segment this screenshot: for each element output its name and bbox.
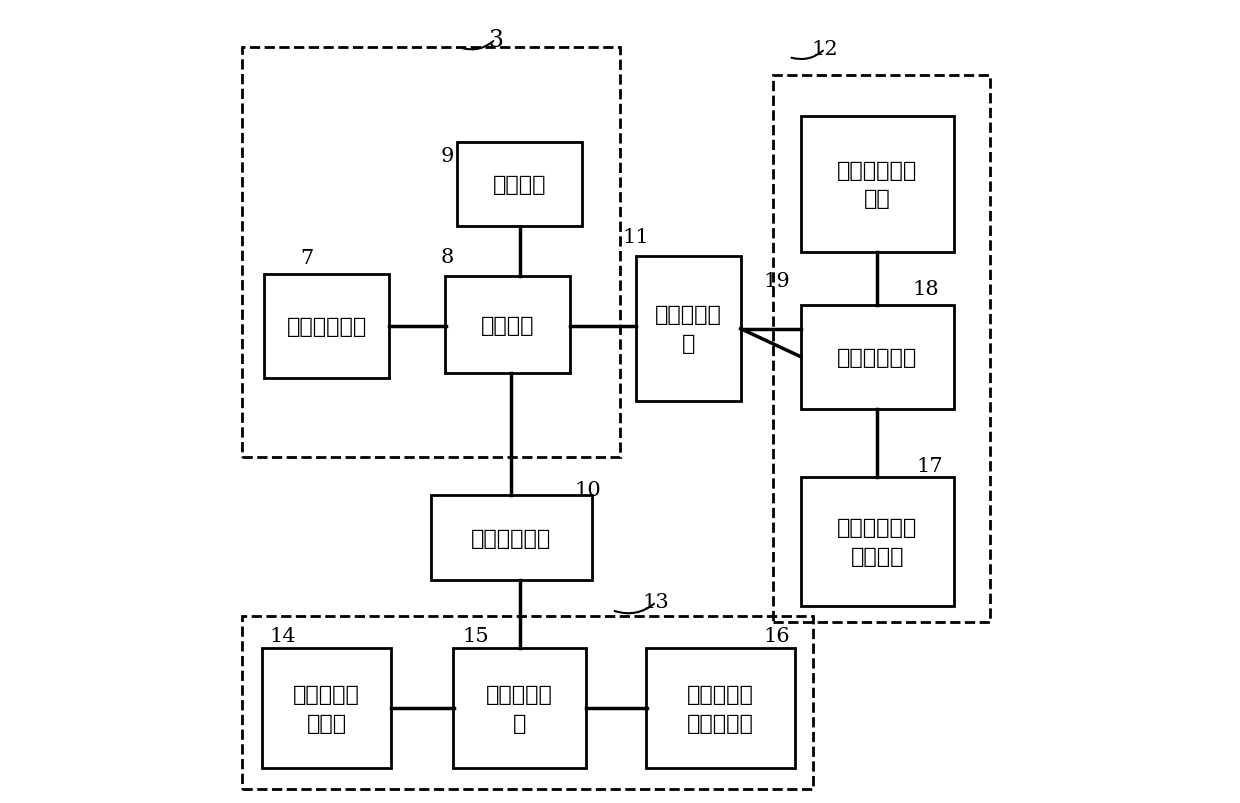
Text: 15: 15 — [463, 626, 489, 646]
Text: 三相负荷换相
复合开关: 三相负荷换相 复合开关 — [837, 516, 918, 568]
Text: 12: 12 — [812, 40, 838, 59]
Text: 11: 11 — [622, 227, 650, 247]
Text: 9: 9 — [440, 147, 454, 166]
Bar — [445, 277, 569, 373]
Text: 19: 19 — [764, 271, 790, 291]
Text: 三相通讯单
元: 三相通讯单 元 — [655, 304, 722, 355]
Text: 13: 13 — [642, 593, 670, 612]
Text: 数据采集模块: 数据采集模块 — [286, 316, 367, 338]
Bar — [262, 648, 391, 768]
Text: 18: 18 — [913, 279, 939, 299]
Text: 单相控制单
元: 单相控制单 元 — [486, 683, 553, 734]
Bar — [458, 143, 582, 226]
Text: 17: 17 — [916, 456, 942, 475]
Text: 单相通讯单元: 单相通讯单元 — [471, 527, 552, 549]
Text: 单相电流采
集单元: 单相电流采 集单元 — [293, 683, 360, 734]
Text: 7: 7 — [300, 249, 312, 268]
Text: 三相控制单元: 三相控制单元 — [837, 346, 918, 369]
Bar — [432, 495, 591, 580]
Bar — [646, 648, 795, 768]
Bar — [801, 116, 954, 253]
Text: 单相负荷换
相复合开关: 单相负荷换 相复合开关 — [687, 683, 754, 734]
Text: 显示模块: 显示模块 — [492, 173, 547, 196]
Text: 三相电流采集
单元: 三相电流采集 单元 — [837, 159, 918, 210]
Text: 8: 8 — [440, 247, 454, 267]
Bar — [453, 648, 585, 768]
Bar — [801, 305, 954, 410]
Bar — [264, 275, 389, 379]
Text: 14: 14 — [269, 626, 295, 646]
Bar — [636, 257, 740, 402]
Text: 10: 10 — [574, 480, 601, 499]
Text: 3: 3 — [487, 29, 503, 51]
Text: 16: 16 — [764, 626, 790, 646]
Bar — [801, 478, 954, 606]
Text: 主控制器: 主控制器 — [481, 314, 534, 336]
